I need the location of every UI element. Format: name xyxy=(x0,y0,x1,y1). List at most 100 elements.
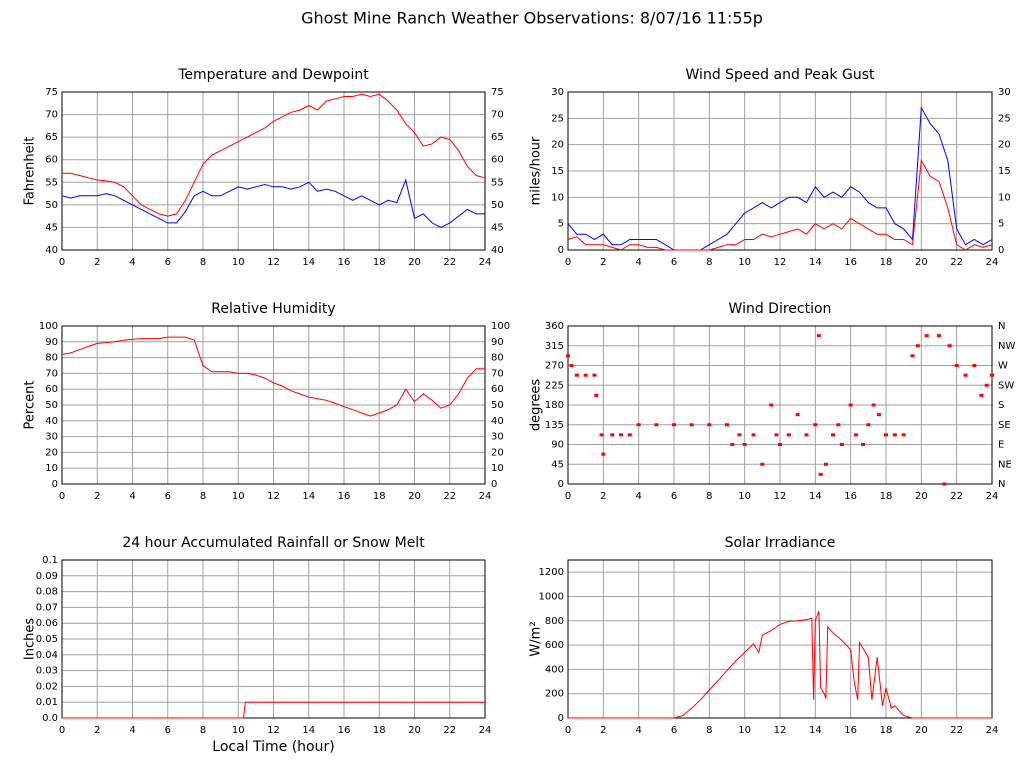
y-tick-label: 45 xyxy=(551,459,564,470)
data-point xyxy=(737,433,742,437)
data-point xyxy=(954,364,959,367)
y-tick-label: 90 xyxy=(551,440,564,451)
x-tick-label: 4 xyxy=(129,491,135,502)
y-tick-label: 45 xyxy=(45,222,58,233)
x-tick-label: 16 xyxy=(338,491,351,502)
y-tick-label: 10 xyxy=(551,192,564,203)
y-tick-label: 0 xyxy=(558,479,564,490)
x-tick-label: 4 xyxy=(635,725,641,736)
chart-title: Wind Speed and Peak Gust xyxy=(686,67,875,83)
x-tick-label: 22 xyxy=(950,725,963,736)
data-point xyxy=(937,334,941,338)
y2-tick-label: 5 xyxy=(998,219,1004,230)
data-point xyxy=(839,443,844,446)
data-point xyxy=(892,433,897,437)
y-tick-label: 55 xyxy=(45,177,58,188)
x-tick-label: 6 xyxy=(671,491,677,502)
y-tick-label: 400 xyxy=(545,664,564,675)
x-tick-label: 24 xyxy=(479,257,492,268)
y2-tick-label: SW xyxy=(998,380,1014,391)
y-axis-label: Percent xyxy=(23,381,38,430)
x-tick-label: 14 xyxy=(809,491,822,502)
y2-tick-label: 55 xyxy=(491,177,504,188)
y-tick-label: 1200 xyxy=(539,567,564,578)
y-tick-label: 800 xyxy=(545,616,564,627)
data-point xyxy=(979,393,984,397)
x-tick-label: 14 xyxy=(809,725,822,736)
x-tick-label: 24 xyxy=(986,491,999,502)
x-tick-label: 16 xyxy=(338,725,351,736)
x-tick-label: 2 xyxy=(600,491,606,502)
data-point xyxy=(942,482,947,486)
x-tick-label: 4 xyxy=(635,257,641,268)
y-tick-label: 65 xyxy=(45,132,58,143)
data-line xyxy=(62,701,485,719)
x-tick-label: 14 xyxy=(302,257,315,268)
data-line xyxy=(567,106,993,251)
data-point xyxy=(601,452,606,456)
x-tick-label: 18 xyxy=(880,725,893,736)
x-tick-label: 8 xyxy=(200,491,206,502)
y2-tick-label: 40 xyxy=(491,416,504,427)
y-tick-label: 40 xyxy=(45,416,58,427)
x-tick-label: 20 xyxy=(915,725,928,736)
x-tick-label: 10 xyxy=(232,257,245,268)
y2-tick-label: 100 xyxy=(491,321,510,332)
y-axis-label: degrees xyxy=(529,379,544,432)
data-point xyxy=(672,423,676,427)
data-point xyxy=(574,373,579,377)
x-tick-label: 6 xyxy=(165,491,171,502)
y2-tick-label: NE xyxy=(998,459,1012,470)
y-tick-label: 360 xyxy=(545,321,564,332)
y-axis-label: Fahrenheit xyxy=(23,137,38,206)
data-point xyxy=(795,413,800,417)
x-tick-label: 20 xyxy=(408,725,421,736)
y-tick-label: 30 xyxy=(551,87,564,98)
x-tick-label: 12 xyxy=(267,725,280,736)
x-tick-label: 22 xyxy=(950,491,963,502)
x-tick-label: 10 xyxy=(232,725,245,736)
y-tick-label: 25 xyxy=(551,113,564,124)
y-tick-label: 0 xyxy=(558,713,564,724)
x-tick-label: 0 xyxy=(59,725,65,736)
x-tick-label: 14 xyxy=(809,257,822,268)
plot-frame xyxy=(61,91,486,251)
x-tick-label: 22 xyxy=(443,491,456,502)
data-line xyxy=(61,178,485,228)
y-tick-label: 40 xyxy=(45,245,58,256)
y-tick-label: 180 xyxy=(545,400,564,411)
data-point xyxy=(627,433,632,437)
x-tick-label: 24 xyxy=(986,257,999,268)
data-point xyxy=(866,423,871,427)
y2-tick-label: N xyxy=(998,479,1005,490)
data-line xyxy=(567,158,993,251)
y2-tick-label: 75 xyxy=(491,87,504,98)
y-tick-label: 600 xyxy=(545,640,564,651)
y-tick-label: 0.07 xyxy=(36,602,58,613)
plot-frame xyxy=(567,325,993,485)
x-axis-label: Local Time (hour) xyxy=(212,739,334,755)
y-tick-label: 20 xyxy=(45,447,58,458)
y-tick-label: 60 xyxy=(45,384,58,395)
x-tick-label: 18 xyxy=(373,491,386,502)
x-tick-label: 8 xyxy=(200,725,206,736)
data-point xyxy=(778,443,782,446)
x-tick-label: 18 xyxy=(373,257,386,268)
data-line xyxy=(62,93,486,217)
x-tick-label: 6 xyxy=(165,725,171,736)
data-point xyxy=(769,403,774,407)
y2-tick-label: 20 xyxy=(491,447,504,458)
data-point xyxy=(901,433,906,437)
data-point xyxy=(592,373,597,377)
data-point xyxy=(947,344,952,348)
x-tick-label: 16 xyxy=(338,257,351,268)
data-point xyxy=(619,433,623,437)
x-tick-label: 2 xyxy=(94,257,100,268)
y-tick-label: 75 xyxy=(45,87,58,98)
plot-frame xyxy=(567,559,993,719)
y2-tick-label: E xyxy=(998,440,1004,451)
x-tick-label: 18 xyxy=(880,257,893,268)
x-tick-label: 18 xyxy=(373,725,386,736)
y-tick-label: 0.04 xyxy=(36,650,58,661)
y-tick-label: 0.03 xyxy=(36,666,58,677)
